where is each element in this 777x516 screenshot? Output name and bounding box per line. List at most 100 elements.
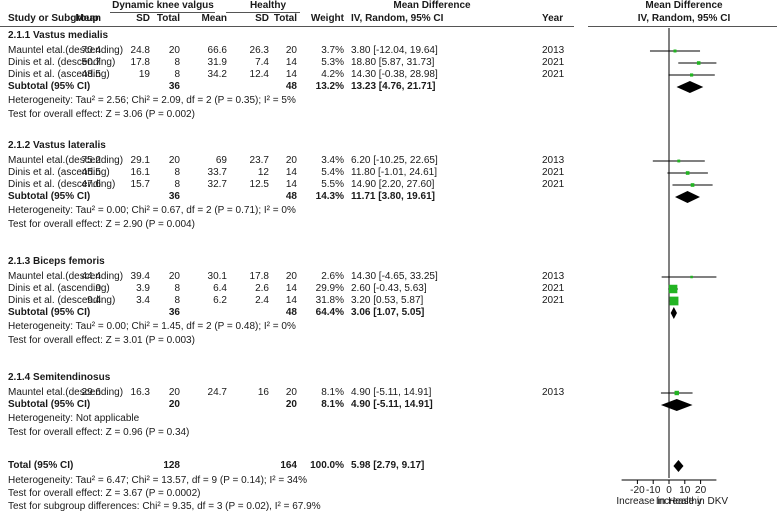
- study-ci: 3.80 [-12.04, 19.64]: [351, 45, 438, 56]
- study-n1: 8: [174, 283, 180, 294]
- study-mean1: 50.7: [81, 57, 101, 68]
- subtotal-n1: 36: [168, 81, 180, 92]
- study-n1: 20: [168, 155, 180, 166]
- subtotal-ci: 11.71 [3.80, 19.61]: [351, 191, 435, 202]
- heterogeneity-text: Heterogeneity: Not applicable: [8, 413, 140, 424]
- total-ci: 5.98 [2.79, 9.17]: [351, 460, 425, 471]
- study-name: Mauntel etal.(descending): [8, 271, 124, 282]
- group2-underline: [226, 12, 300, 13]
- study-mean2: 69: [215, 155, 227, 166]
- subtotal-n2: 48: [285, 191, 297, 202]
- study-name: Dinis et al. (ascending): [8, 283, 110, 294]
- study-weight: 5.5%: [321, 179, 344, 190]
- study-n1: 20: [168, 45, 180, 56]
- study-marker: [690, 73, 694, 77]
- study-ci: 14.30 [-0.38, 28.98]: [351, 69, 438, 80]
- study-sd2: 17.8: [249, 271, 269, 282]
- study-weight: 4.2%: [321, 69, 344, 80]
- footer-overall: Test for overall effect: Z = 3.67 (P = 0…: [8, 488, 201, 499]
- overall-effect-text: Test for overall effect: Z = 3.06 (P = 0…: [8, 109, 195, 120]
- favours-right-label: Increase in DKV: [656, 496, 729, 507]
- overall-diamond: [673, 460, 684, 472]
- study-weight: 29.9%: [315, 283, 344, 294]
- study-mean2: 6.4: [213, 283, 227, 294]
- footer-heterogeneity: Heterogeneity: Tau² = 6.47; Chi² = 13.57…: [8, 475, 307, 486]
- study-weight: 3.7%: [321, 45, 344, 56]
- study-marker: [668, 284, 678, 294]
- study-n2: 14: [285, 167, 297, 178]
- col-year-header: Year: [542, 13, 564, 24]
- subtotal-weight: 64.4%: [315, 307, 344, 318]
- study-n1: 8: [174, 179, 180, 190]
- study-mean1: 75.2: [81, 155, 101, 166]
- study-year: 2021: [542, 69, 565, 80]
- study-weight: 3.4%: [321, 155, 344, 166]
- study-year: 2021: [542, 57, 565, 68]
- total-n2: 164: [280, 460, 297, 471]
- group1-header: Dynamic knee valgus: [112, 0, 214, 11]
- study-n1: 8: [174, 295, 180, 306]
- md-header: Mean Difference: [393, 0, 471, 11]
- subtotal-label: Subtotal (95% CI): [8, 191, 91, 202]
- heterogeneity-text: Heterogeneity: Tau² = 2.56; Chi² = 2.09,…: [8, 95, 296, 106]
- subtotal-n2: 48: [285, 81, 297, 92]
- study-name: Mauntel etal.(descending): [8, 155, 124, 166]
- study-year: 2013: [542, 271, 565, 282]
- study-mean1: 29.6: [81, 387, 101, 398]
- md-plot-header: Mean Difference: [645, 0, 723, 11]
- study-sd1: 17.8: [130, 57, 150, 68]
- subtotal-ci: 4.90 [-5.11, 14.91]: [351, 399, 433, 410]
- study-weight: 2.6%: [321, 271, 344, 282]
- study-name: Dinis et al. (descending): [8, 57, 116, 68]
- study-n1: 20: [168, 387, 180, 398]
- study-marker: [669, 296, 679, 306]
- total-weight: 100.0%: [310, 460, 344, 471]
- study-mean2: 30.1: [207, 271, 227, 282]
- col-mean1-header: Mean: [75, 13, 101, 24]
- study-sd2: 12.4: [249, 69, 269, 80]
- subtotal-diamond: [670, 307, 677, 319]
- study-sd2: 7.4: [255, 57, 269, 68]
- study-mean1: 48.5: [81, 69, 101, 80]
- col-md-header: IV, Random, 95% CI: [351, 13, 444, 24]
- study-sd1: 3.4: [136, 295, 150, 306]
- study-ci: 14.90 [2.20, 27.60]: [351, 179, 435, 190]
- study-sd1: 3.9: [136, 283, 150, 294]
- header-bottom-rule: [0, 26, 574, 27]
- study-name: Dinis et al. (descending): [8, 179, 116, 190]
- study-marker: [696, 61, 701, 65]
- subtotal-ci: 3.06 [1.07, 5.05]: [351, 307, 425, 318]
- subtotal-label: Subtotal (95% CI): [8, 399, 91, 410]
- study-n2: 14: [285, 179, 297, 190]
- x-axis-tick-label: -10: [646, 485, 661, 496]
- study-name: Mauntel etal.(descending): [8, 45, 124, 56]
- study-year: 2013: [542, 155, 565, 166]
- col-weight-header: Weight: [310, 13, 344, 24]
- study-n2: 20: [285, 155, 297, 166]
- subgroup-title: 2.1.3 Biceps femoris: [8, 256, 105, 267]
- study-weight: 8.1%: [321, 387, 344, 398]
- overall-effect-text: Test for overall effect: Z = 0.96 (P = 0…: [8, 427, 190, 438]
- study-sd1: 29.1: [130, 155, 150, 166]
- subgroup-title: 2.1.4 Semitendinosus: [8, 372, 111, 383]
- group2-header: Healthy: [249, 0, 287, 11]
- x-axis-tick-label: -20: [630, 485, 645, 496]
- study-sd1: 19: [138, 69, 150, 80]
- study-sd1: 16.1: [130, 167, 150, 178]
- col-sd1-header: SD: [136, 13, 150, 24]
- study-ci: 6.20 [-10.25, 22.65]: [351, 155, 438, 166]
- study-sd1: 16.3: [130, 387, 150, 398]
- study-mean1: 9: [95, 283, 101, 294]
- col-sd2-header: SD: [255, 13, 269, 24]
- study-mean2: 66.6: [207, 45, 227, 56]
- study-year: 2021: [542, 295, 565, 306]
- study-year: 2021: [542, 179, 565, 190]
- subtotal-weight: 8.1%: [321, 399, 344, 410]
- study-year: 2021: [542, 167, 565, 178]
- study-name: Dinis et al. (descending): [8, 295, 116, 306]
- col-total1-header: Total: [156, 13, 180, 24]
- study-weight: 31.8%: [315, 295, 344, 306]
- subtotal-weight: 13.2%: [315, 81, 344, 92]
